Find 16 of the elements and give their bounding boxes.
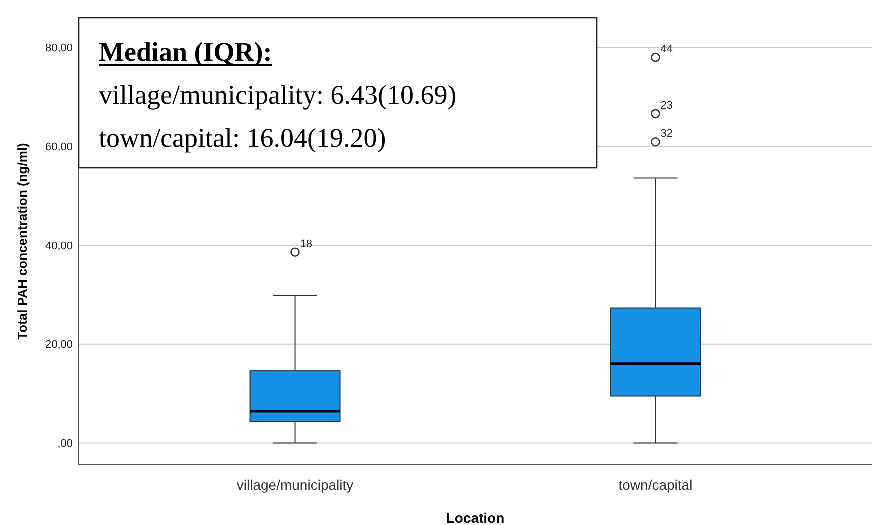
annotation: 18 xyxy=(300,238,313,250)
annotation: 44 xyxy=(660,44,673,56)
annotation: village/municipality: 6.43(10.69) xyxy=(99,80,457,110)
y-tick-label: ,00 xyxy=(58,438,73,450)
annotation: 23 xyxy=(660,100,673,112)
y-tick-label: 40,00 xyxy=(45,240,73,252)
y-tick-label: 20,00 xyxy=(45,339,73,352)
annotation: Median (IQR): xyxy=(99,37,272,67)
x-tick-label: town/capital xyxy=(618,477,693,493)
annotation: town/capital: 16.04(19.20) xyxy=(99,123,386,153)
x-tick-label: village/municipality xyxy=(236,477,354,493)
y-axis-title: Total PAH concentration (ng/ml) xyxy=(15,143,30,340)
x-axis-title: Location xyxy=(446,510,505,525)
y-tick-label: 60,00 xyxy=(45,141,73,154)
annotation: 32 xyxy=(660,128,673,140)
y-tick-label: 80,00 xyxy=(45,42,73,55)
